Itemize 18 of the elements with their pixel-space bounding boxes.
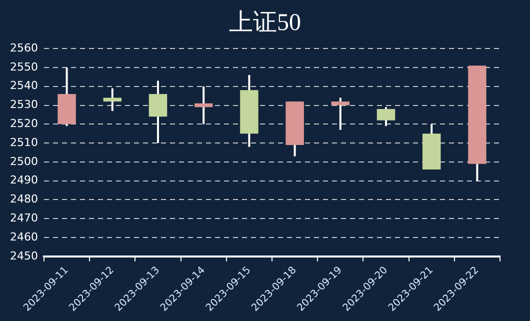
y-tick-label: 2560 [10,41,38,54]
y-tick-label: 2520 [10,117,38,130]
y-tick-label: 2500 [10,154,38,168]
chart-title: 上证50 [228,9,302,38]
y-tick-label: 2550 [10,60,38,74]
y-tick-label: 2450 [10,249,38,262]
y-tick-label: 2470 [10,211,38,224]
y-tick-label: 2530 [10,98,38,112]
candlestick [148,80,168,144]
candlestick [376,106,396,128]
y-tick-label: 2480 [10,192,38,206]
candlestick [194,85,213,126]
candlestick [103,87,122,112]
y-tick-label: 2490 [10,174,38,187]
candlestick [331,96,350,131]
y-tick-label: 2510 [10,136,38,149]
y-tick-label: 2460 [10,230,38,244]
y-tick-label: 2540 [10,79,38,92]
